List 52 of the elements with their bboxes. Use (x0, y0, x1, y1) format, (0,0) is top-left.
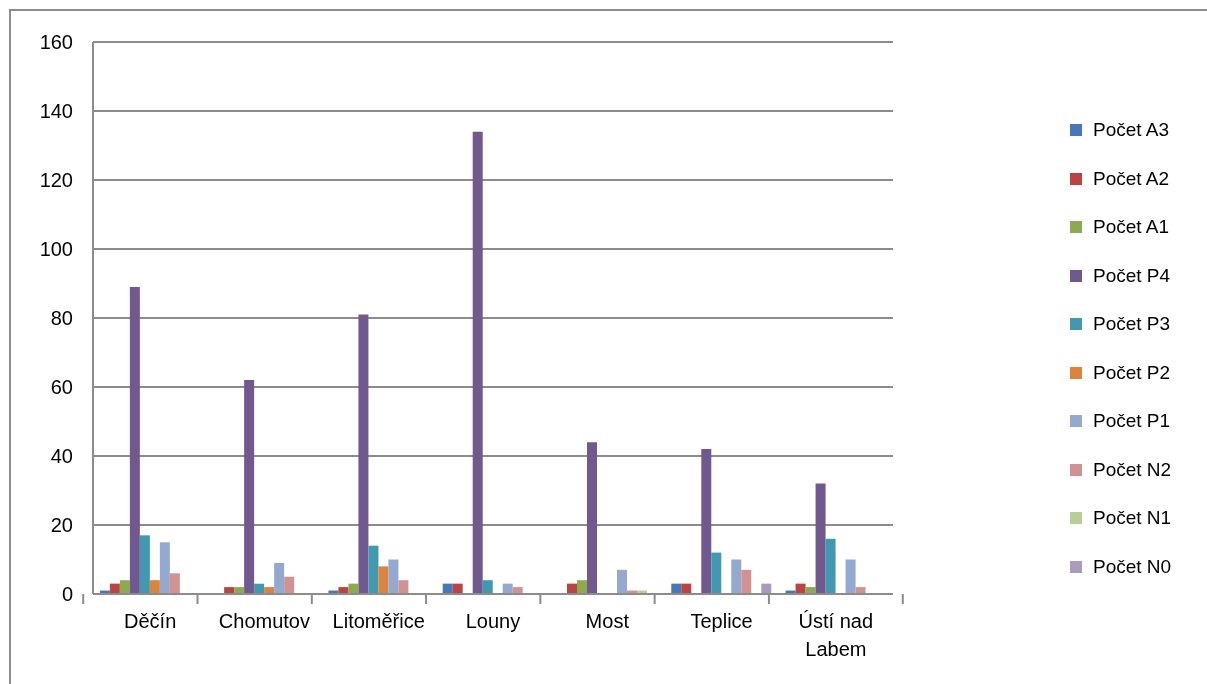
bar (169, 573, 180, 594)
bar (472, 131, 483, 594)
bar (701, 449, 712, 594)
x-tick-label: Most (585, 610, 630, 632)
y-tick-label: 160 (39, 31, 73, 54)
legend-label: Počet P2 (1093, 361, 1171, 384)
bar (617, 569, 627, 594)
bar (711, 552, 722, 594)
bar (587, 442, 597, 594)
legend-label: Počet A2 (1093, 167, 1170, 190)
bar (149, 580, 160, 594)
x-tick-label: Děčín (124, 610, 177, 632)
y-tick-label: 140 (39, 100, 73, 123)
bar (378, 566, 389, 594)
bar (731, 559, 742, 594)
bar (577, 580, 587, 594)
legend-label: Počet P4 (1093, 264, 1171, 287)
y-tick-label: 80 (50, 307, 73, 330)
legend-label: Počet N0 (1093, 555, 1172, 578)
bar (274, 562, 285, 594)
bar (398, 580, 409, 594)
bar (159, 542, 170, 594)
x-tick-label: Teplice (690, 610, 753, 632)
bar (284, 576, 295, 594)
bar (815, 483, 826, 594)
x-tick-label: Ústí nad Labem (798, 610, 874, 660)
x-tick-label: Litoměřice (332, 610, 425, 632)
x-tick-label: Louny (465, 610, 521, 632)
y-tick-label: 120 (39, 169, 73, 192)
y-tick-label: 40 (50, 445, 73, 468)
bar (388, 559, 399, 594)
bar (368, 545, 379, 594)
legend-label: Počet P3 (1093, 313, 1171, 336)
legend-label: Počet A3 (1093, 119, 1170, 142)
bar (741, 569, 752, 594)
x-tick-label: Chomutov (218, 610, 311, 632)
bar (119, 580, 130, 594)
bar (139, 535, 150, 594)
legend-label: Počet N2 (1093, 458, 1172, 481)
y-tick-label: 20 (50, 514, 73, 537)
legend-label: Počet P1 (1093, 410, 1171, 433)
bar (825, 538, 836, 594)
legend-label: Počet A1 (1093, 216, 1170, 239)
bar (482, 580, 493, 594)
bar (244, 380, 255, 594)
bar (358, 314, 369, 594)
y-tick-label: 100 (39, 238, 73, 261)
y-tick-label: 60 (50, 376, 73, 399)
y-tick-label: 0 (61, 583, 73, 606)
bar (129, 286, 140, 594)
bar (845, 559, 856, 594)
legend-label: Počet N1 (1093, 507, 1172, 530)
